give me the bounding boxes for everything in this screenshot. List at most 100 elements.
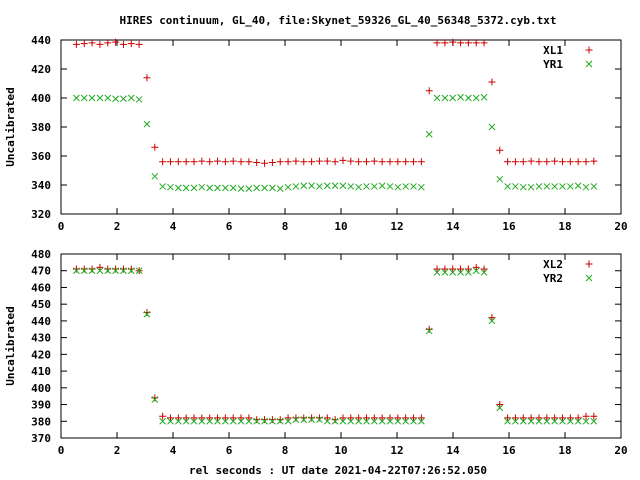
plus-point xyxy=(472,39,480,47)
plus-point xyxy=(323,157,331,165)
plus-point xyxy=(284,414,292,422)
cross-point xyxy=(488,317,496,325)
panel-bottom: 370 380 390 400 410 420 430 440 450 460 470 480 0 2 4 6… xyxy=(4,248,628,457)
plus-point xyxy=(457,39,465,47)
cross-point xyxy=(394,183,402,191)
plus-point xyxy=(496,146,504,154)
plus-point xyxy=(88,39,96,47)
cross-point xyxy=(143,120,151,128)
legend-marker xyxy=(585,46,593,54)
x-tick-label: 16 xyxy=(502,444,516,457)
x-tick-label: 2 xyxy=(114,220,121,233)
plus-point xyxy=(355,414,363,422)
cross-point xyxy=(143,310,151,318)
cross-point xyxy=(214,417,221,425)
plus-point xyxy=(276,416,284,424)
plus-point xyxy=(386,158,394,166)
legend-label: XL2 xyxy=(543,258,563,271)
chart-title: HIRES continuum, GL_40, file:Skynet_5932… xyxy=(119,14,556,27)
plus-point xyxy=(551,414,559,422)
plus-point xyxy=(527,414,535,422)
legend-label: YR1 xyxy=(543,58,563,71)
y-tick-label: 400 xyxy=(31,382,51,395)
x-axis-label: rel seconds : UT date 2021-04-22T07:26:5… xyxy=(189,464,487,477)
plus-point xyxy=(182,158,190,166)
cross-point xyxy=(347,417,355,425)
plus-point xyxy=(457,265,465,273)
cross-point xyxy=(96,267,104,275)
x-tick-label: 10 xyxy=(334,220,347,233)
plus-point xyxy=(245,158,253,166)
plus-point xyxy=(370,157,378,165)
x-tick-label: 14 xyxy=(446,444,460,457)
plus-point xyxy=(347,414,355,422)
y-tick-label: 470 xyxy=(31,265,51,278)
plus-point xyxy=(119,265,127,273)
plus-point xyxy=(582,412,590,420)
x-tick-label: 6 xyxy=(226,444,233,457)
plus-point xyxy=(253,416,261,424)
plus-point xyxy=(127,40,135,48)
cross-point xyxy=(80,267,88,275)
plus-point xyxy=(261,416,269,424)
plus-point xyxy=(535,414,543,422)
x-tick-label: 18 xyxy=(558,444,571,457)
x-tick-label: 4 xyxy=(170,220,177,233)
y-tick-label: 460 xyxy=(31,281,51,294)
cross-point xyxy=(457,269,464,276)
cross-point xyxy=(253,184,261,192)
plus-point xyxy=(370,414,378,422)
plus-point xyxy=(112,265,120,273)
cross-point xyxy=(214,184,221,192)
cross-point xyxy=(222,184,229,192)
plus-point xyxy=(96,40,104,48)
cross-point xyxy=(347,183,355,190)
cross-point xyxy=(394,417,402,425)
cross-point xyxy=(582,417,590,425)
plus-point xyxy=(190,414,198,422)
plus-point xyxy=(300,414,308,422)
cross-point xyxy=(127,94,135,102)
cross-point xyxy=(316,183,323,190)
cross-point xyxy=(582,183,590,191)
cross-point xyxy=(245,185,253,192)
cross-point xyxy=(551,183,558,190)
cross-point xyxy=(245,417,253,425)
plus-point xyxy=(394,414,402,422)
cross-point xyxy=(465,269,472,276)
y-tick-label: 390 xyxy=(31,399,51,412)
cross-point xyxy=(253,417,261,425)
cross-point xyxy=(535,183,543,190)
cross-point xyxy=(167,417,174,425)
cross-point xyxy=(135,267,143,275)
plus-point xyxy=(292,414,300,422)
plus-point xyxy=(566,414,574,422)
plus-point xyxy=(527,157,535,165)
plus-point xyxy=(402,158,410,166)
plus-point xyxy=(582,158,590,166)
cross-point xyxy=(174,417,182,425)
legend-label: XL1 xyxy=(543,44,563,57)
cross-point xyxy=(590,417,598,425)
plus-point xyxy=(198,414,206,422)
plus-point xyxy=(315,414,323,422)
cross-point xyxy=(441,94,449,102)
cross-point xyxy=(472,94,480,102)
cross-point xyxy=(237,417,245,425)
plus-point xyxy=(441,265,449,273)
plus-point xyxy=(166,158,174,166)
plus-point xyxy=(104,265,112,273)
cross-point xyxy=(73,267,80,275)
plus-point xyxy=(449,265,457,273)
cross-point xyxy=(527,183,535,191)
plus-point xyxy=(159,412,167,420)
plus-point xyxy=(96,263,104,271)
plus-point xyxy=(394,158,402,166)
cross-point xyxy=(410,183,417,190)
cross-point xyxy=(269,417,276,425)
cross-point xyxy=(237,185,245,192)
plus-point xyxy=(174,158,182,166)
cross-point xyxy=(190,184,198,192)
plus-point xyxy=(80,265,88,273)
y-tick-label: 480 xyxy=(31,248,51,261)
